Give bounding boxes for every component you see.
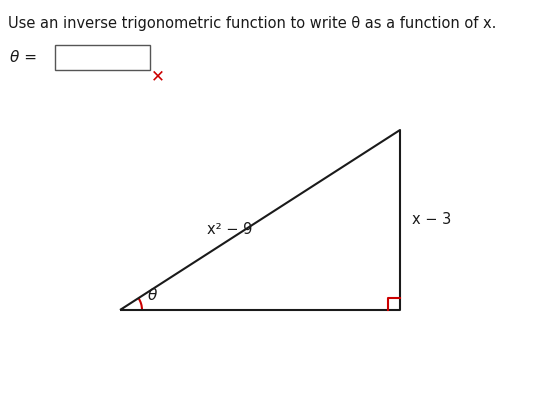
Text: x² − 9: x² − 9 [207, 223, 253, 238]
Text: Use an inverse trigonometric function to write θ as a function of x.: Use an inverse trigonometric function to… [8, 16, 496, 31]
Text: θ: θ [147, 289, 157, 303]
Text: θ =: θ = [10, 50, 37, 65]
Text: ✕: ✕ [151, 67, 165, 85]
Bar [55, 45, 150, 70]
Text: x − 3: x − 3 [412, 213, 451, 227]
